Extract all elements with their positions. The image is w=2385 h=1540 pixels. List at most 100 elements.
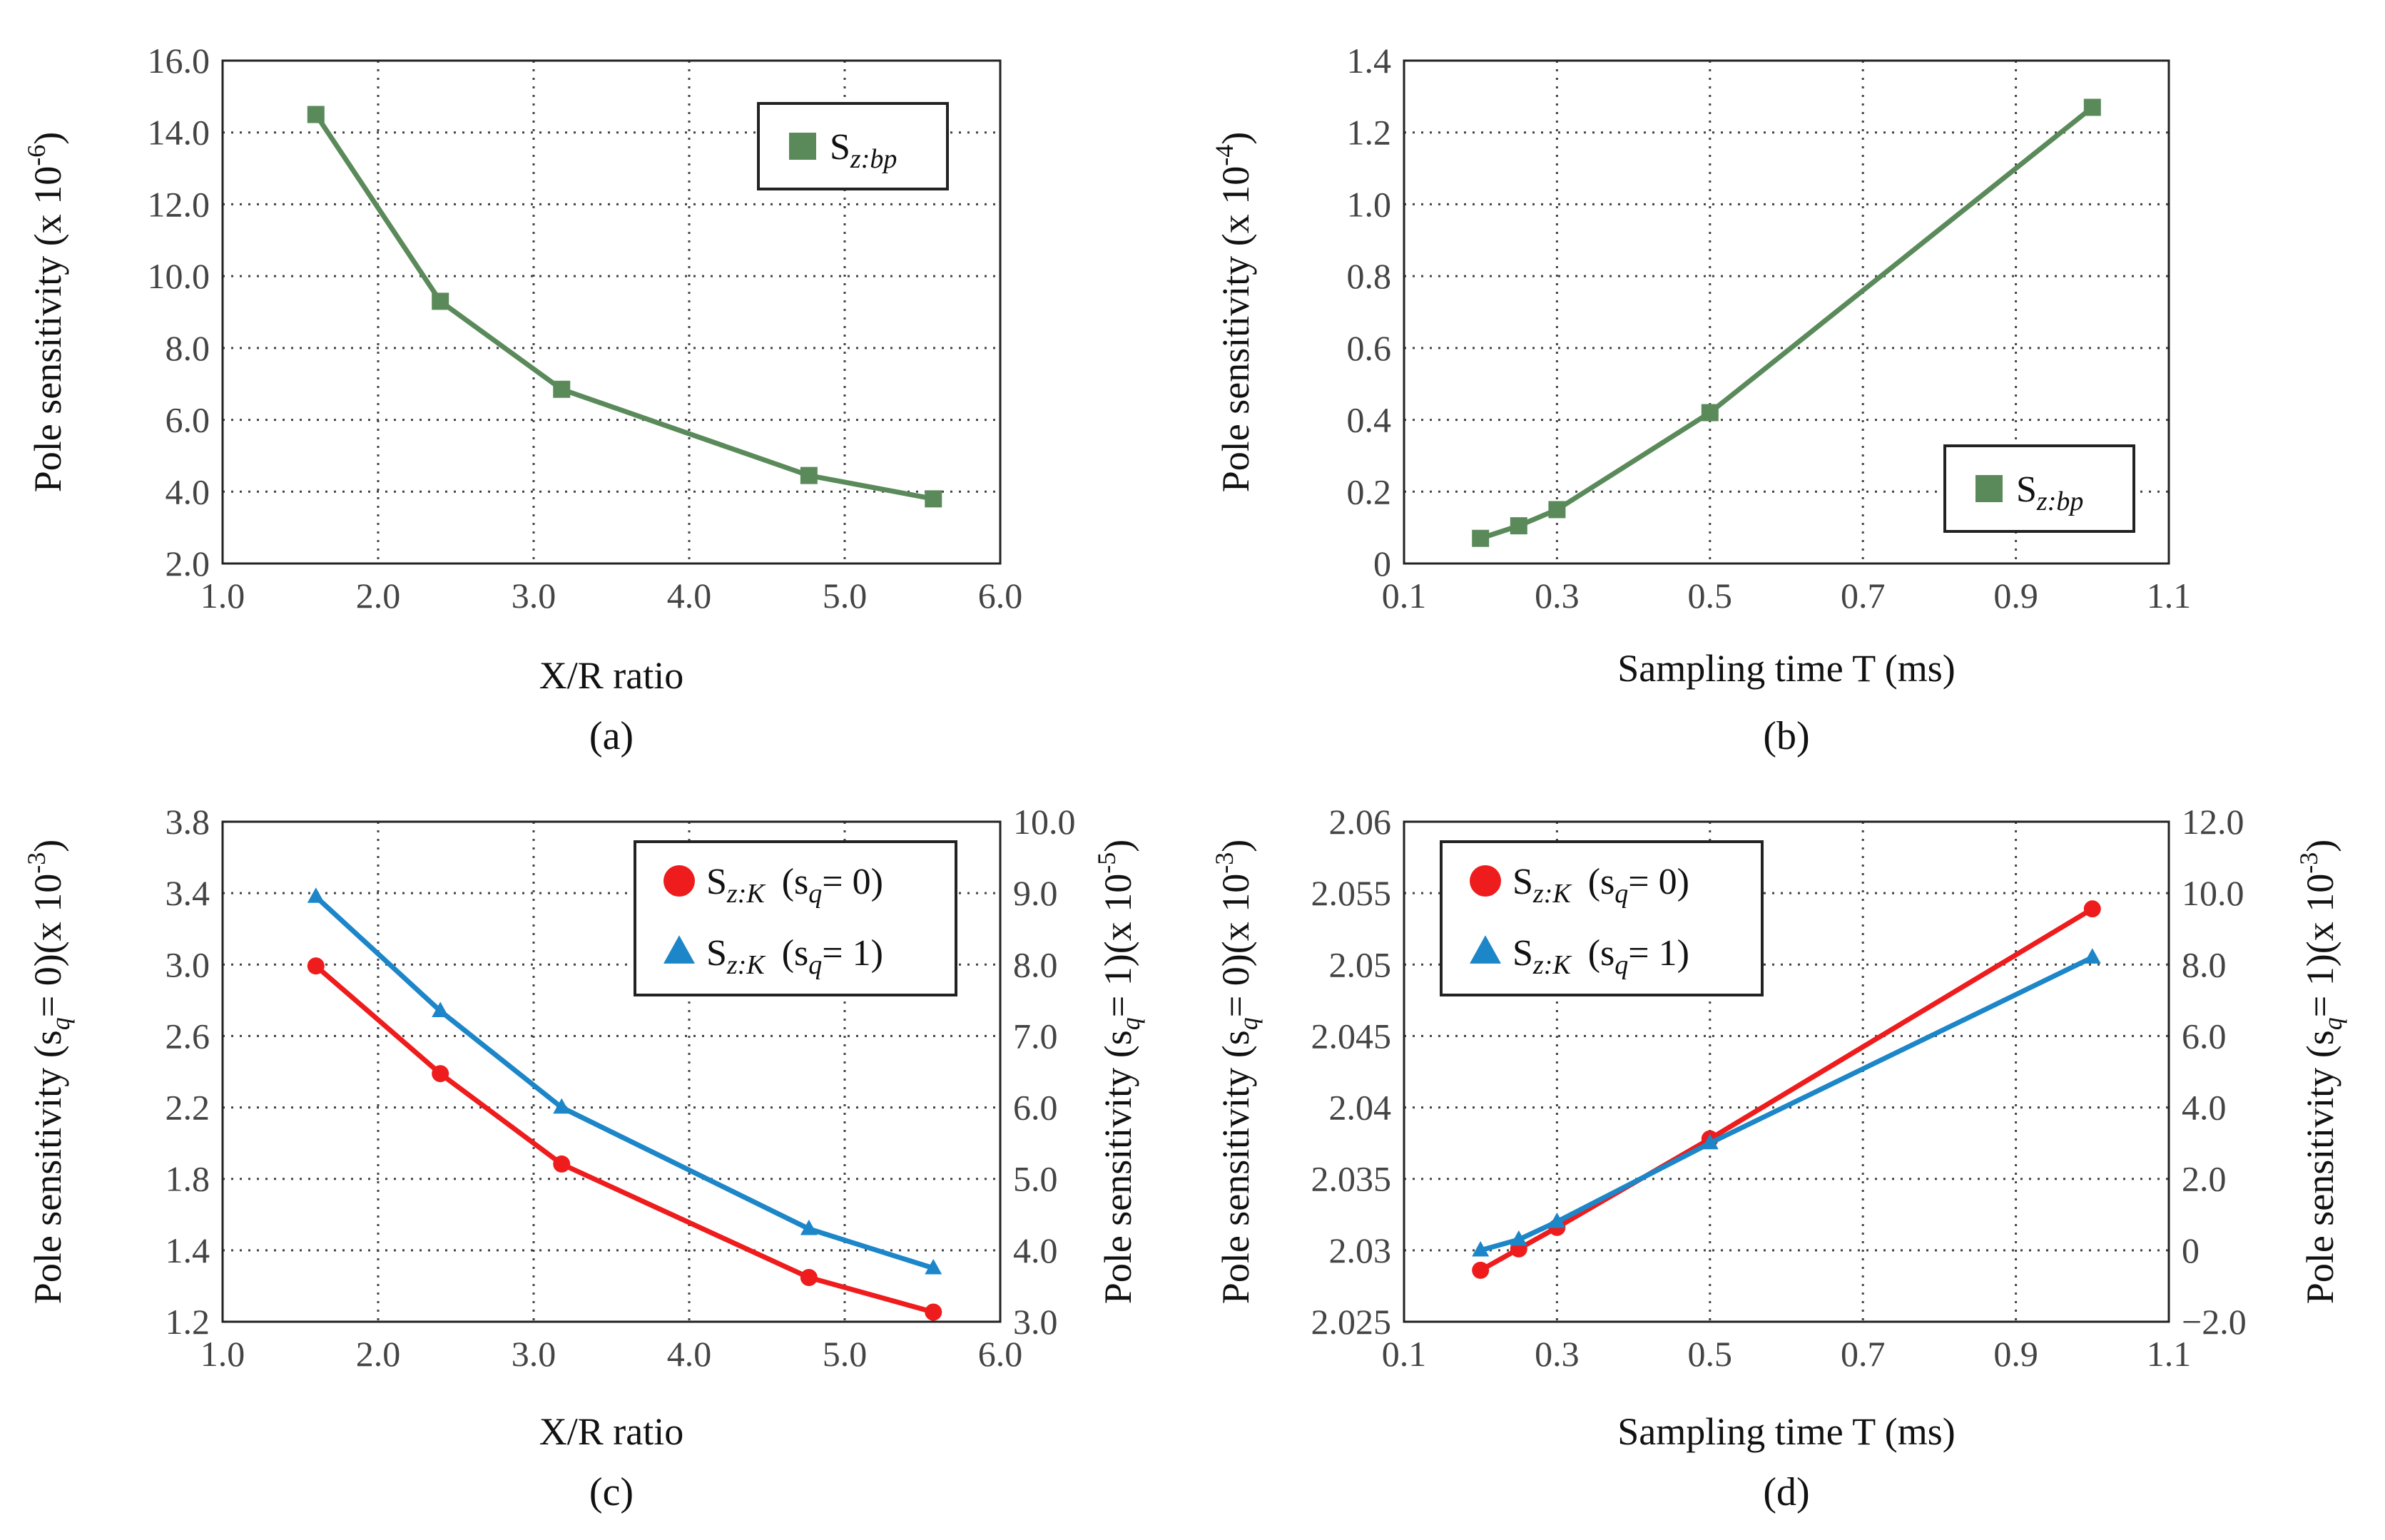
legend-condition: (s xyxy=(782,933,809,974)
y2-axis-label-close: ) xyxy=(1097,840,1139,852)
legend-box xyxy=(634,840,957,996)
chart-panel-c: 1.0 2.0 3.0 4.0 5.0 6.0 1.2 1.4 1.8 2.2 2.6 3.0 3.4 3… xyxy=(22,802,1145,1514)
y-tick-label: 2.025 xyxy=(1311,1302,1392,1342)
data-point-triangle xyxy=(1510,1230,1527,1246)
data-point-triangle xyxy=(553,1098,571,1114)
y-tick-label: 12.0 xyxy=(148,184,210,224)
legend-condition-subscript: q xyxy=(808,879,822,909)
plot-frame xyxy=(1403,59,2170,565)
data-point-square xyxy=(1701,404,1719,422)
legend-subscript: z:K xyxy=(726,879,766,909)
x-tick-label: 1.0 xyxy=(200,576,245,616)
data-point-triangle xyxy=(432,1001,449,1018)
chart-panel-a: 1.0 2.0 3.0 4.0 5.0 6.02.04.06.08.010.012.014… xyxy=(22,41,1022,758)
y-axis-label-mid: = 0)(x 10 xyxy=(1214,874,1257,1017)
y-axis-label-mid: = 0)(x 10 xyxy=(26,874,69,1017)
y2-tick-label: 4.0 xyxy=(1013,1230,1058,1270)
data-point-square xyxy=(1975,475,2003,502)
legend-symbol: S xyxy=(1512,933,1533,974)
y-axis-label-close: ) xyxy=(1214,132,1257,145)
x-tick-label: 4.0 xyxy=(667,1334,712,1374)
x-tick-label: 1.1 xyxy=(2147,576,2192,616)
y2-axis-label-subscript: q xyxy=(1117,1017,1145,1030)
y-axis-label-text: Pole sensitivity (x 10 xyxy=(26,166,69,493)
legend-box xyxy=(1440,840,1764,996)
x-tick-label: 0.9 xyxy=(1993,576,2038,616)
y2-axis-label-mid: = 1)(x 10 xyxy=(2299,874,2341,1017)
x-axis-label-text: Sampling time T (ms) xyxy=(1617,1410,1956,1453)
data-point-square xyxy=(925,490,942,508)
x-tick-label: 0.7 xyxy=(1841,1334,1886,1374)
data-point-triangle xyxy=(663,935,695,964)
y2-axis-label-exponent: -3 xyxy=(2294,852,2323,874)
series-c-0 xyxy=(307,957,942,1321)
legend-condition: (s xyxy=(782,862,809,902)
legend-entry: Sz:bp xyxy=(830,127,897,174)
x-tick-label: 0.7 xyxy=(1841,576,1886,616)
y-tick-label: 2.03 xyxy=(1329,1230,1392,1270)
data-point-square xyxy=(789,133,816,160)
y-tick-label: 1.8 xyxy=(166,1159,210,1199)
x-tick-label: 0.3 xyxy=(1535,576,1580,616)
legend: Sz:K (sq= 0)Sz:K (sq= 1) xyxy=(634,840,957,996)
data-point-square xyxy=(800,466,818,484)
x-tick-label: 0.1 xyxy=(1382,1334,1427,1374)
y2-axis-label-mid: = 1)(x 10 xyxy=(1097,874,1139,1017)
x-axis-label: X/R ratio xyxy=(539,654,683,697)
panel-caption: (b) xyxy=(1763,714,1809,758)
y-axis-label-close: ) xyxy=(26,132,69,145)
x-axis-label-text: X/R ratio xyxy=(539,654,683,697)
x-tick-label: 6.0 xyxy=(978,1334,1023,1374)
data-point-triangle xyxy=(307,887,325,903)
legend-entry: Sz:K (sq= 0) xyxy=(1512,862,1689,909)
x-tick-label: 5.0 xyxy=(823,1334,868,1374)
y-axis-label-text: Pole sensitivity (s xyxy=(26,1030,69,1304)
y2-tick-label: 0 xyxy=(2182,1230,2200,1270)
x-tick-label: 0.5 xyxy=(1688,1334,1733,1374)
y2-axis-label-text: Pole sensitivity (s xyxy=(2299,1030,2341,1304)
legend-entry: Sz:bp xyxy=(2016,469,2083,516)
y-axis-label: Pole sensitivity (sq= 0)(x 10-3) xyxy=(1210,840,1263,1304)
legend-symbol: S xyxy=(706,933,727,974)
legend-symbol: S xyxy=(706,862,727,902)
data-point-square xyxy=(1472,529,1490,547)
plot-frame xyxy=(221,59,1002,565)
data-point-circle xyxy=(2083,900,2101,918)
y-axis-label-exponent: -3 xyxy=(1210,852,1239,874)
y-tick-label: 10.0 xyxy=(148,256,210,296)
legend: Sz:bp xyxy=(757,102,949,190)
x-tick-label: 0.5 xyxy=(1688,576,1733,616)
legend-subscript: z:K xyxy=(1532,879,1572,909)
y-tick-label: 1.2 xyxy=(1347,113,1392,153)
x-tick-label: 2.0 xyxy=(356,1334,401,1374)
y-axis-label: Pole sensitivity (x 10-4) xyxy=(1210,132,1257,492)
legend-subscript: z:K xyxy=(726,950,766,980)
legend-condition-subscript: q xyxy=(808,950,822,980)
x-tick-label: 6.0 xyxy=(978,576,1023,616)
legend-condition-end: = 1) xyxy=(822,933,883,974)
legend-entry: Sz:K (sq= 1) xyxy=(706,933,883,980)
y-tick-label: 2.06 xyxy=(1329,802,1392,842)
series-c-1 xyxy=(307,887,942,1275)
y-axis-label-subscript: q xyxy=(46,1017,75,1030)
y2-tick-label: 9.0 xyxy=(1013,873,1058,913)
legend-condition-end: = 0) xyxy=(1628,862,1689,902)
y-tick-label: 8.0 xyxy=(166,328,210,368)
chart-panel-b: 0.1 0.3 0.5 0.7 0.9 1.1 0 0.2 0.4 0.6 0.8 1.0 1.2 1.4… xyxy=(1210,41,2191,758)
y-tick-label: 0.8 xyxy=(1347,256,1392,296)
y2-tick-label: 8.0 xyxy=(2182,944,2227,984)
y-tick-label: 16.0 xyxy=(148,41,210,81)
y-tick-label: 2.055 xyxy=(1311,873,1392,913)
data-point-circle xyxy=(307,957,325,975)
y2-tick-label: 10.0 xyxy=(1013,802,1076,842)
panel-caption: (a) xyxy=(589,714,634,758)
x-tick-label: 1.1 xyxy=(2147,1334,2192,1374)
data-point-triangle xyxy=(2083,948,2101,964)
y-tick-label: 2.6 xyxy=(166,1016,210,1056)
y-tick-label: 1.2 xyxy=(166,1302,210,1342)
y-axis-label-text: Pole sensitivity (x 10 xyxy=(1214,166,1257,493)
data-point-square xyxy=(1548,501,1566,519)
data-point-triangle xyxy=(1548,1212,1566,1228)
y-tick-label: 3.8 xyxy=(166,802,210,842)
